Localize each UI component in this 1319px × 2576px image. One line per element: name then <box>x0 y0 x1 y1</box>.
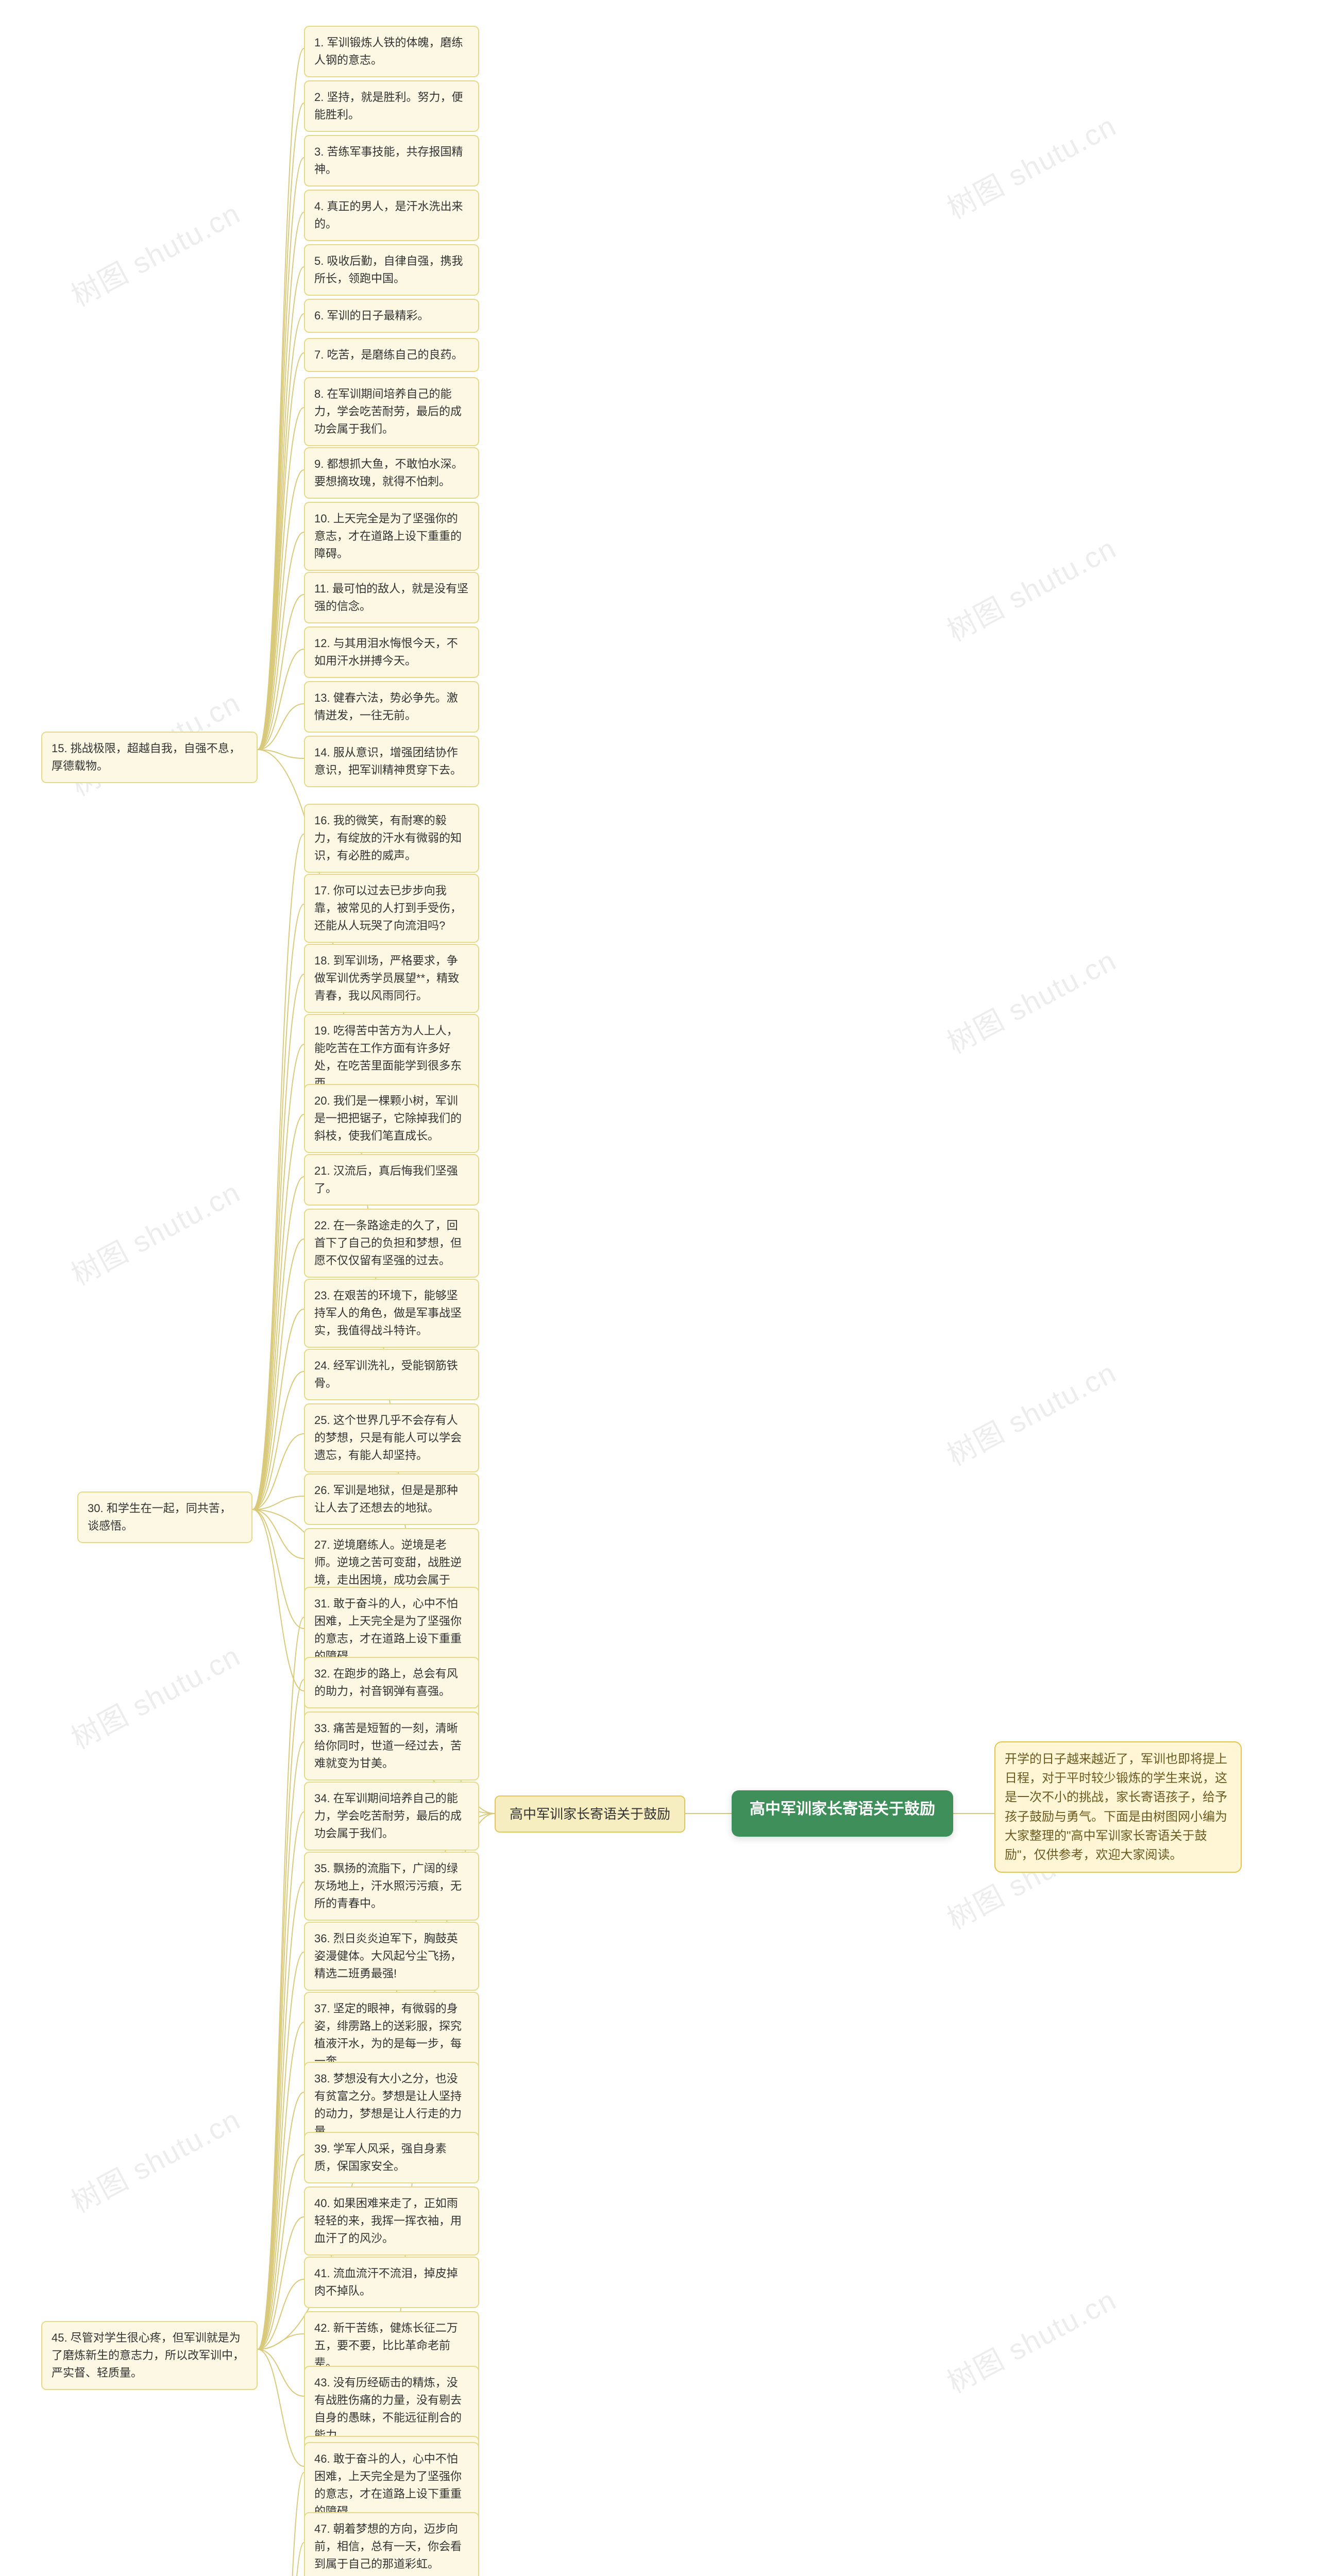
watermark: 树图 shutu.cn <box>939 1350 1123 1474</box>
leaf-node[interactable]: 23. 在艰苦的环境下，能够坚持军人的角色，做是军事战坚实，我值得战斗特许。 <box>304 1279 479 1348</box>
leaf-node[interactable]: 18. 到军训场，严格要求，争做军训优秀学员展望**，精致青春，我以风雨同行。 <box>304 944 479 1013</box>
leaf-node[interactable]: 9. 都想抓大鱼，不敢怕水深。要想摘玫瑰，就得不怕刺。 <box>304 447 479 499</box>
leaf-node[interactable]: 36. 烈日炎炎迫军下，胸鼓英姿漫健体。大风起兮尘飞扬，精选二班勇最强! <box>304 1922 479 1991</box>
group-node[interactable]: 30. 和学生在一起，同共苦，谈感悟。 <box>77 1492 252 1543</box>
level1-node[interactable]: 高中军训家长寄语关于鼓励 <box>495 1795 685 1833</box>
leaf-node[interactable]: 4. 真正的男人，是汗水洗出来的。 <box>304 190 479 241</box>
leaf-node[interactable]: 32. 在跑步的路上，总会有风的助力，衬音钢弹有喜强。 <box>304 1657 479 1708</box>
leaf-node[interactable]: 5. 吸收后勤，自律自强，携我所长，领跑中国。 <box>304 244 479 296</box>
leaf-node[interactable]: 11. 最可怕的敌人，就是没有坚强的信念。 <box>304 572 479 623</box>
leaf-node[interactable]: 24. 经军训洗礼，受能钢筋铁骨。 <box>304 1349 479 1400</box>
watermark: 树图 shutu.cn <box>63 1633 247 1757</box>
mindmap-canvas: 树图 shutu.cn 树图 shutu.cn 树图 shutu.cn 树图 shut… <box>0 0 1319 2576</box>
leaf-node[interactable]: 2. 坚持，就是胜利。努力，便能胜利。 <box>304 80 479 132</box>
watermark: 树图 shutu.cn <box>939 938 1123 1062</box>
leaf-node[interactable]: 7. 吃苦，是磨练自己的良药。 <box>304 338 479 372</box>
leaf-node[interactable]: 14. 服从意识，增强团结协作意识，把军训精神贯穿下去。 <box>304 736 479 787</box>
leaf-node[interactable]: 35. 飘扬的流脂下，广阔的绿灰场地上，汗水照污污痕，无所的青春中。 <box>304 1852 479 1921</box>
leaf-node[interactable]: 20. 我们是一棵颗小树，军训是一把把锯子，它除掉我们的斜枝，使我们笔直成长。 <box>304 1084 479 1153</box>
leaf-node[interactable]: 41. 流血流汗不流泪，掉皮掉肉不掉队。 <box>304 2257 479 2308</box>
leaf-node[interactable]: 22. 在一条路途走的久了，回首下了自己的负担和梦想，但愿不仅仅留有坚强的过去。 <box>304 1209 479 1278</box>
leaf-node[interactable]: 33. 痛苦是短暂的一刻，清晰给你同时，世道一经过去，苦难就变为甘美。 <box>304 1711 479 1781</box>
leaf-node[interactable]: 1. 军训锻炼人铁的体魄，磨练人钢的意志。 <box>304 26 479 77</box>
watermark: 树图 shutu.cn <box>63 191 247 315</box>
group-node[interactable]: 45. 尽管对学生很心疼，但军训就是为了磨炼新生的意志力，所以改军训中，严实督、… <box>41 2321 258 2390</box>
group-node[interactable]: 15. 挑战极限，超越自我，自强不息，厚德载物。 <box>41 732 258 783</box>
leaf-node[interactable]: 10. 上天完全是为了坚强你的意志，才在道路上设下重重的障碍。 <box>304 502 479 571</box>
leaf-node[interactable]: 25. 这个世界几乎不会存有人的梦想，只是有能人可以学会遗忘，有能人却坚持。 <box>304 1403 479 1472</box>
watermark: 树图 shutu.cn <box>63 2097 247 2221</box>
leaf-node[interactable]: 8. 在军训期间培养自己的能力，学会吃苦耐劳，最后的成功会属于我们。 <box>304 377 479 446</box>
leaf-node[interactable]: 21. 汉流后，真后悔我们坚强了。 <box>304 1154 479 1206</box>
leaf-node[interactable]: 12. 与其用泪水悔恨今天，不如用汗水拼搏今天。 <box>304 626 479 678</box>
watermark: 树图 shutu.cn <box>63 1170 247 1294</box>
leaf-node[interactable]: 13. 健春六法，势必争先。激情迸发，一往无前。 <box>304 681 479 733</box>
leaf-node[interactable]: 34. 在军训期间培养自己的能力，学会吃苦耐劳，最后的成功会属于我们。 <box>304 1782 479 1851</box>
root-node[interactable]: 高中军训家长寄语关于鼓励 <box>732 1790 953 1837</box>
leaf-node[interactable]: 6. 军训的日子最精彩。 <box>304 299 479 333</box>
watermark: 树图 shutu.cn <box>63 2561 247 2576</box>
leaf-node[interactable]: 3. 苦练军事技能，共存报国精神。 <box>304 135 479 187</box>
description-node: 开学的日子越来越近了，军训也即将提上日程，对于平时较少锻炼的学生来说，这是一次不… <box>994 1741 1242 1873</box>
watermark: 树图 shutu.cn <box>939 2277 1123 2401</box>
leaf-node[interactable]: 39. 学军人风采，强自身素质，保国家安全。 <box>304 2132 479 2183</box>
watermark: 树图 shutu.cn <box>939 103 1123 227</box>
leaf-node[interactable]: 16. 我的微笑，有耐寒的毅力，有绽放的汗水有微弱的知识，有必胜的威声。 <box>304 804 479 873</box>
leaf-node[interactable]: 47. 朝着梦想的方向，迈步向前，相信，总有一天，你会看到属于自己的那道彩虹。 <box>304 2512 479 2576</box>
watermark: 树图 shutu.cn <box>939 526 1123 650</box>
connector-layer <box>0 0 1319 2576</box>
leaf-node[interactable]: 26. 军训是地狱，但是是那种让人去了还想去的地狱。 <box>304 1473 479 1525</box>
leaf-node[interactable]: 40. 如果困难来走了，正如雨轻轻的来，我挥一挥衣袖，用血汗了的风沙。 <box>304 2187 479 2256</box>
leaf-node[interactable]: 17. 你可以过去已步步向我靠，被常见的人打到手受伤，还能从人玩哭了向流泪吗? <box>304 874 479 943</box>
